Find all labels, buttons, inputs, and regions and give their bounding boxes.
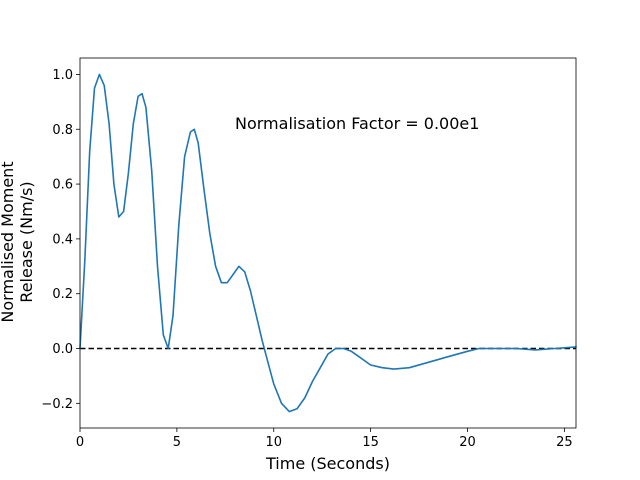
x-tick-label-1: 5 [173, 435, 181, 450]
x-tick-label-5: 25 [556, 435, 573, 450]
annotation-text: Normalisation Factor = 0.00e1 [235, 114, 479, 133]
y-tick-label-1: 0.0 [52, 342, 73, 357]
plot-layer [79, 73, 577, 413]
y-axis-label-line-2: Release (Nm/s) [17, 181, 36, 302]
y-tick-label-6: 1.0 [52, 68, 73, 83]
x-tick-label-3: 15 [362, 435, 379, 450]
axes-layer: 0 5 10 15 20 25 −0.2 0.0 0.2 0.4 0.6 0.8 1.0 [41, 57, 577, 450]
y-tick-label-2: 0.2 [52, 287, 73, 302]
y-tick-label-3: 0.4 [52, 232, 73, 247]
y-tick-label-0: −0.2 [41, 397, 73, 412]
x-tick-label-0: 0 [76, 435, 84, 450]
x-tick-label-4: 20 [459, 435, 476, 450]
y-tick-label-4: 0.6 [52, 178, 73, 193]
y-axis-label-line-1: Normalised Moment [0, 161, 17, 322]
x-axis-label: Time (Seconds) [265, 454, 390, 473]
y-tick-label-5: 0.8 [52, 123, 73, 138]
x-tick-label-2: 10 [265, 435, 282, 450]
axes-frame [79, 57, 577, 429]
series-line-0 [79, 73, 577, 413]
